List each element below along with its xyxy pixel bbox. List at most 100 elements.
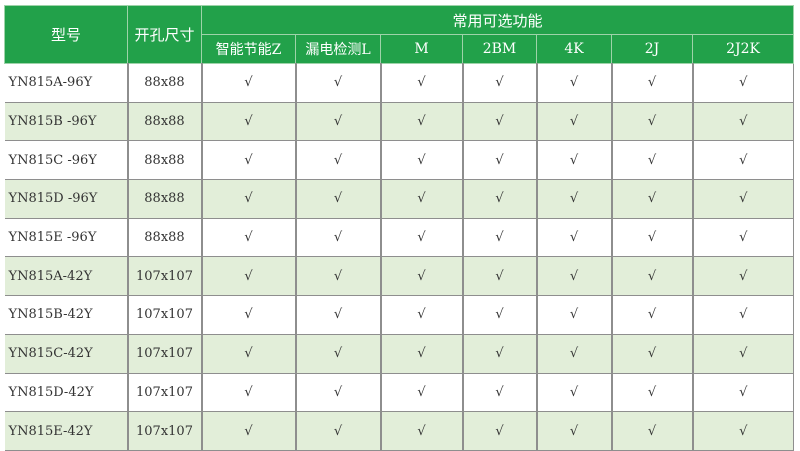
feature-cell: √ [200,101,296,142]
check-icon: √ [495,191,504,207]
check-icon: √ [647,230,657,246]
check-icon: √ [647,114,657,130]
table-row: YN815B -96Y 88x88 √ √ √ √ √ √ √ [4,101,795,142]
feature-cell: √ [379,333,463,374]
feature-cell: √ [610,217,693,258]
feature-cell: √ [461,217,537,258]
check-icon: √ [739,346,748,362]
check-icon: √ [495,152,504,168]
feature-cell: √ [610,63,693,103]
check-icon: √ [739,75,748,91]
feature-cell: √ [294,372,381,413]
header-row-2: 智能节能Z 漏电检测L M 2BM 4K 2J 2J2K [5,34,795,64]
check-icon: √ [739,230,748,246]
feature-cell: √ [535,333,612,374]
feature-cell: √ [610,295,693,335]
feature-cell: √ [294,295,381,335]
check-icon: √ [739,268,748,284]
model-cell: YN815E-42Y [4,411,128,451]
check-icon: √ [495,75,504,91]
check-icon: √ [417,346,426,362]
check-icon: √ [647,191,657,207]
cutout-cell: 88x88 [126,179,202,219]
feature-cell: √ [200,372,296,413]
feature-cell: √ [610,333,693,374]
feature-cell: √ [379,140,463,181]
cutout-cell: 107x107 [126,411,202,451]
feature-cell: √ [461,333,537,374]
check-icon: √ [417,268,426,284]
check-icon: √ [569,152,579,168]
check-icon: √ [244,191,253,207]
check-icon: √ [647,268,657,284]
table-row: YN815C -96Y 88x88 √ √ √ √ √ √ √ [4,140,795,181]
cutout-cell: 107x107 [126,256,202,297]
check-icon: √ [333,307,343,323]
feature-cell: √ [379,217,463,258]
feature-cell: √ [691,256,795,297]
feature-cell: √ [461,179,537,219]
check-icon: √ [569,307,579,323]
feature-cell: √ [200,217,296,258]
feature-cell: √ [379,411,463,451]
model-cell: YN815C-42Y [4,333,128,374]
table-row: YN815A-96Y 88x88 √ √ √ √ √ √ √ [4,63,795,103]
check-icon: √ [244,423,253,439]
check-icon: √ [417,114,426,130]
check-icon: √ [647,384,657,400]
check-icon: √ [333,75,343,91]
feature-table: 型号 开孔尺寸 常用可选功能 智能节能Z 漏电检测L M 2BM 4K 2J 2… [4,5,795,451]
feature-cell: √ [200,140,296,181]
header-feature: 2BM [462,34,537,64]
cutout-cell: 107x107 [126,333,202,374]
check-icon: √ [495,423,504,439]
feature-cell: √ [610,372,693,413]
check-icon: √ [569,423,579,439]
header-feature: 4K [536,34,612,64]
header-feature: 2J2K [691,34,795,64]
feature-cell: √ [535,372,612,413]
feature-cell: √ [200,411,296,451]
feature-cell: √ [610,101,693,142]
check-icon: √ [647,423,657,439]
feature-cell: √ [610,411,693,451]
check-icon: √ [739,384,748,400]
check-icon: √ [495,307,504,323]
check-icon: √ [417,75,426,91]
model-cell: YN815A-96Y [4,63,128,103]
model-cell: YN815D-42Y [4,372,128,413]
feature-cell: √ [691,63,795,103]
check-icon: √ [333,191,343,207]
check-icon: √ [244,268,253,284]
check-icon: √ [569,230,579,246]
model-cell: YN815E -96Y [4,217,128,258]
check-icon: √ [495,384,504,400]
header-row-1: 型号 开孔尺寸 常用可选功能 [4,5,795,64]
check-icon: √ [244,114,253,130]
feature-cell: √ [535,101,612,142]
feature-cell: √ [691,101,795,142]
table-row: YN815B-42Y 107x107 √ √ √ √ √ √ √ [4,295,795,335]
cutout-cell: 107x107 [126,372,202,413]
feature-cell: √ [294,63,381,103]
feature-cell: √ [461,101,537,142]
check-icon: √ [333,384,343,400]
check-icon: √ [569,384,579,400]
feature-cell: √ [691,140,795,181]
feature-cell: √ [691,411,795,451]
feature-cell: √ [461,256,537,297]
feature-cell: √ [200,295,296,335]
feature-cell: √ [461,63,537,103]
feature-cell: √ [535,411,612,451]
cutout-cell: 88x88 [126,63,202,103]
feature-cell: √ [200,63,296,103]
check-icon: √ [417,191,426,207]
header-model: 型号 [4,5,128,64]
check-icon: √ [495,230,504,246]
feature-cell: √ [461,411,537,451]
check-icon: √ [569,75,579,91]
feature-cell: √ [610,179,693,219]
table-row: YN815D -96Y 88x88 √ √ √ √ √ √ √ [4,179,795,219]
feature-cell: √ [294,333,381,374]
feature-cell: √ [535,140,612,181]
